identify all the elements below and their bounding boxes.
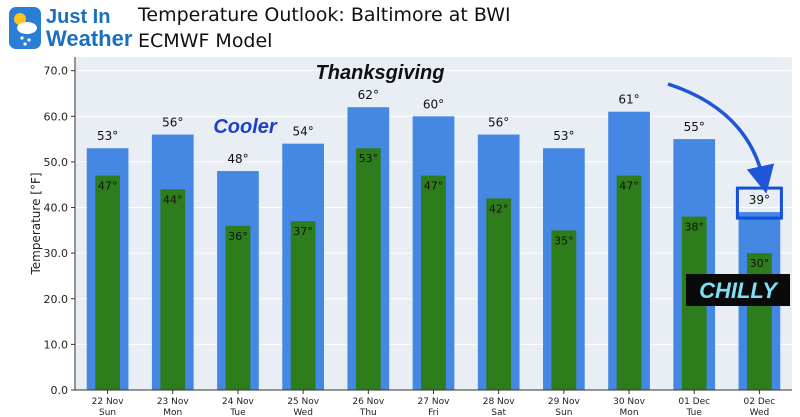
just-in-weather-logo: Just In Weather xyxy=(8,4,134,52)
y-tick-label: 10.0 xyxy=(44,338,69,351)
x-tick-date: 01 Dec xyxy=(678,397,710,407)
low-temp-bar xyxy=(160,189,186,390)
x-tick-weekday: Tue xyxy=(686,408,703,417)
low-temp-label: 47° xyxy=(619,180,639,193)
low-temp-label: 37° xyxy=(293,225,313,238)
high-temp-label: 55° xyxy=(684,120,705,134)
thanksgiving-annotation: Thanksgiving xyxy=(316,62,445,84)
y-tick-label: 20.0 xyxy=(44,293,69,306)
y-tick-label: 0.0 xyxy=(51,384,69,397)
x-tick-date: 25 Nov xyxy=(287,397,320,407)
low-temp-label: 42° xyxy=(489,202,509,215)
low-temp-label: 36° xyxy=(228,230,248,243)
low-temp-bar xyxy=(551,230,577,390)
y-tick-label: 50.0 xyxy=(44,156,69,169)
low-temp-bar xyxy=(95,175,120,390)
x-tick-weekday: Mon xyxy=(620,408,639,417)
low-temp-bar xyxy=(616,175,642,390)
high-temp-label: 61° xyxy=(618,93,639,107)
logo-line-1: Just In xyxy=(46,6,111,28)
high-temp-label: 53° xyxy=(553,129,574,143)
y-tick-label: 30.0 xyxy=(44,247,69,260)
low-temp-label: 38° xyxy=(684,221,704,234)
x-tick-weekday: Mon xyxy=(163,408,182,417)
x-tick-date: 30 Nov xyxy=(613,397,646,407)
x-tick-date: 26 Nov xyxy=(352,397,385,407)
x-tick-weekday: Fri xyxy=(428,408,439,417)
low-temp-label: 35° xyxy=(554,234,574,247)
low-temp-bar xyxy=(486,198,512,390)
low-temp-label: 47° xyxy=(424,180,444,193)
cooler-annotation: Cooler xyxy=(213,116,278,138)
high-temp-label: 53° xyxy=(97,129,118,143)
logo-line-2: Weather xyxy=(46,26,133,51)
y-axis-label: Temperature [°F] xyxy=(29,172,43,275)
low-temp-bar xyxy=(421,175,446,390)
high-temp-label: 39° xyxy=(749,193,770,207)
x-tick-date: 24 Nov xyxy=(222,397,255,407)
x-tick-date: 29 Nov xyxy=(548,397,581,407)
x-tick-date: 28 Nov xyxy=(483,397,516,407)
x-tick-weekday: Thu xyxy=(359,408,377,417)
x-tick-date: 23 Nov xyxy=(157,397,190,407)
sun-snow-cloud-icon xyxy=(9,7,41,49)
x-tick-weekday: Wed xyxy=(293,408,313,417)
high-temp-label: 54° xyxy=(292,125,313,139)
pointer-arrow xyxy=(667,82,775,194)
y-tick-label: 70.0 xyxy=(44,65,69,78)
low-temp-bar xyxy=(355,148,381,390)
chart-subtitle: ECMWF Model xyxy=(138,30,273,52)
chilly-annotation: CHILLY xyxy=(699,278,779,303)
x-tick-weekday: Wed xyxy=(750,408,770,417)
x-tick-date: 22 Nov xyxy=(92,397,125,407)
y-tick-label: 60.0 xyxy=(44,110,69,123)
y-tick-label: 40.0 xyxy=(44,202,69,215)
high-temp-label: 48° xyxy=(227,152,248,166)
high-temp-label: 56° xyxy=(488,116,509,130)
low-temp-bar xyxy=(747,253,772,390)
high-temp-label: 60° xyxy=(423,97,444,111)
low-temp-label: 30° xyxy=(750,257,770,270)
low-temp-bar xyxy=(290,221,316,390)
low-temp-label: 47° xyxy=(98,180,118,193)
chart-title: Temperature Outlook: Baltimore at BWI xyxy=(138,4,511,26)
x-tick-weekday: Sat xyxy=(491,408,506,417)
x-tick-weekday: Tue xyxy=(229,408,246,417)
high-temp-label: 56° xyxy=(162,116,183,130)
x-tick-weekday: Sun xyxy=(555,408,572,417)
low-temp-bar xyxy=(225,225,251,390)
high-temp-label: 62° xyxy=(358,88,379,102)
low-temp-label: 44° xyxy=(163,193,183,206)
low-temp-label: 53° xyxy=(359,152,379,165)
chilly-badge xyxy=(686,274,790,306)
x-tick-date: 02 Dec xyxy=(744,397,776,407)
x-tick-date: 27 Nov xyxy=(418,397,451,407)
x-tick-weekday: Sun xyxy=(99,408,116,417)
